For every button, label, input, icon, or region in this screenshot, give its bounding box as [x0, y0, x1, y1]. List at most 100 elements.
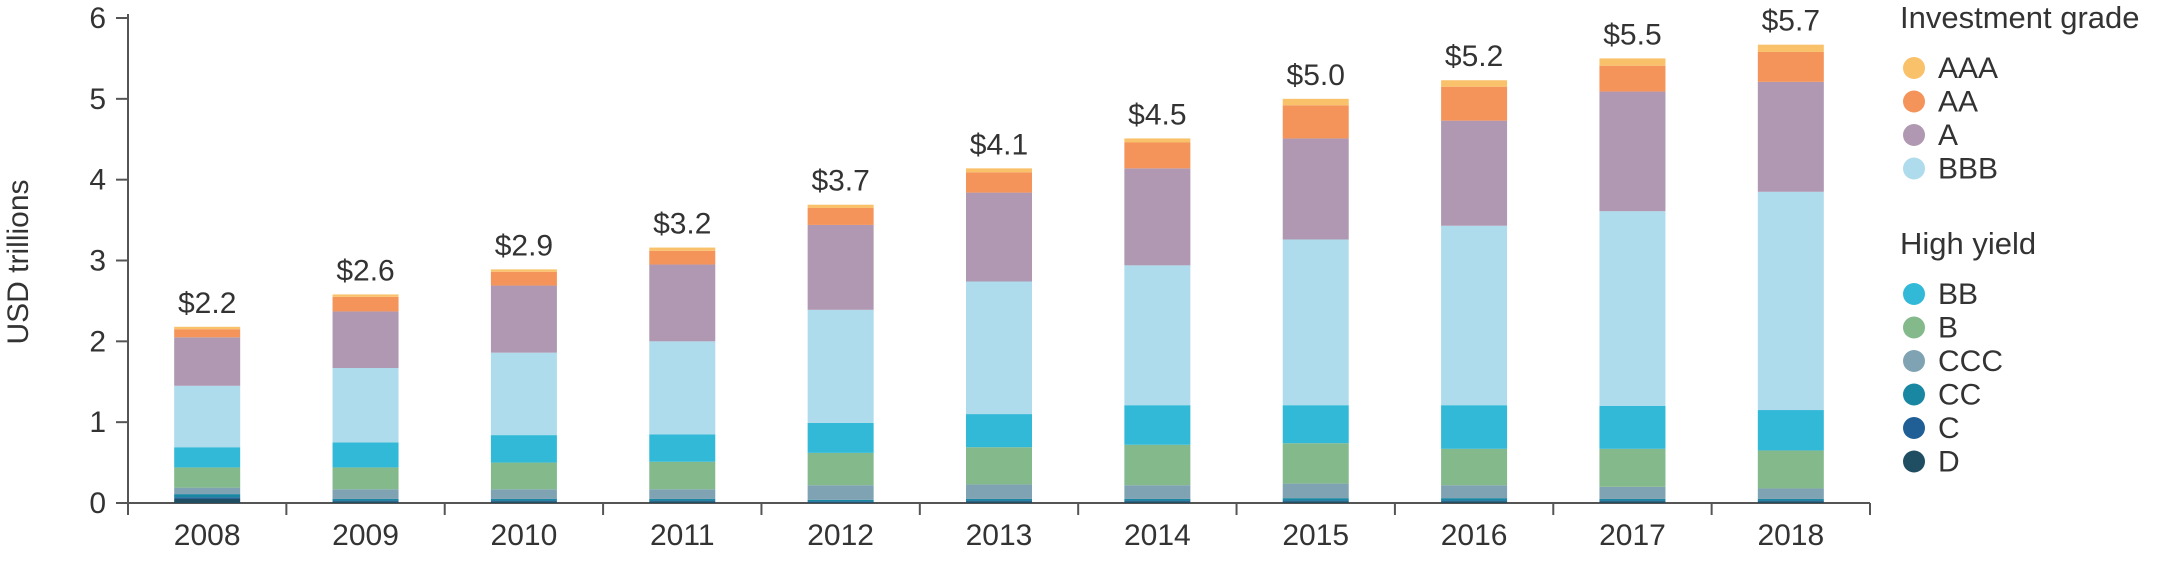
bar-segment-ccc — [1282, 483, 1349, 499]
bar-stack — [807, 204, 874, 503]
legend-item-a: A — [1903, 119, 1958, 152]
bar-segment-a — [490, 285, 557, 353]
bar-segment-aa — [649, 250, 716, 265]
bar-segment-cc — [1441, 498, 1508, 501]
bar-segment-c — [966, 500, 1032, 502]
x-tick-label: 2013 — [966, 519, 1033, 552]
bar-segment-c — [649, 500, 716, 502]
legend-label: BB — [1938, 278, 1978, 311]
bar-segment-bbb — [1757, 191, 1824, 411]
bar-segment-aaa — [807, 204, 874, 208]
bar-segment-c — [1441, 500, 1508, 502]
bar-segment-d — [1441, 501, 1508, 503]
bar-segment-c — [174, 497, 241, 499]
bar-segment-b — [1599, 448, 1666, 487]
bar-segment-aa — [1757, 51, 1824, 82]
y-tick-label: 3 — [89, 245, 106, 278]
legend-swatch — [1903, 350, 1925, 372]
legend-label: BBB — [1938, 153, 1998, 186]
bar-segment-bbb — [1282, 239, 1349, 406]
bar-segment-bb — [807, 422, 874, 453]
bar-segment-ccc — [966, 484, 1032, 499]
legend-swatch — [1903, 316, 1925, 339]
bar-segment-ccc — [1441, 485, 1508, 499]
legend-item-aa: AA — [1903, 86, 1978, 119]
bar-segment-aa — [807, 207, 874, 225]
legend-swatch — [1903, 57, 1925, 79]
bar-stack — [174, 326, 241, 503]
legend-swatch — [1903, 383, 1925, 406]
bar-segment-d — [1757, 501, 1824, 503]
legend-swatch — [1903, 124, 1925, 146]
bar-segment-d — [1282, 501, 1349, 503]
y-tick-label: 6 — [89, 2, 106, 35]
bar-segment-aaa — [174, 326, 241, 330]
legend-item-c: C — [1903, 412, 1960, 445]
bar-segment-bb — [1124, 405, 1191, 445]
bar-segment-a — [174, 337, 241, 386]
bar-segment-bb — [649, 434, 716, 462]
bar-segment-bbb — [807, 309, 874, 423]
total-label: $5.7 — [1762, 5, 1820, 38]
bar-stack — [1282, 98, 1349, 503]
bar-segment-b — [1124, 444, 1191, 486]
bar-stack — [1124, 138, 1191, 503]
bar-segment-d — [1124, 501, 1191, 503]
legend-swatch — [1903, 417, 1925, 439]
bar-segment-ccc — [174, 487, 241, 495]
bar-segment-d — [966, 501, 1032, 503]
bar-segment-aaa — [966, 168, 1032, 173]
bar-segment-aa — [1282, 105, 1349, 139]
bar-segment-d — [1599, 501, 1666, 503]
bar-segment-c — [490, 500, 557, 502]
bar-segment-bb — [1757, 410, 1824, 451]
bar-segment-b — [174, 467, 241, 488]
bar-segment-aaa — [1282, 98, 1349, 106]
bar-segment-a — [332, 311, 399, 369]
bar-segment-ccc — [490, 489, 557, 499]
total-label: $4.5 — [1128, 98, 1186, 131]
x-tick-label: 2012 — [807, 519, 874, 552]
bar-segment-cc — [649, 498, 716, 501]
total-labels: $2.2 $2.6 $2.9 $3.2 $3.7 $4.1 $4.5 $5.0 $5.2 $5.5… — [178, 5, 1820, 320]
bar-segment-a — [966, 192, 1032, 282]
bar-segment-c — [332, 500, 399, 502]
bar-segment-bb — [174, 447, 241, 468]
legend-swatch — [1903, 157, 1925, 180]
bar-segment-c — [1599, 500, 1666, 502]
y-tick-label: 0 — [89, 487, 106, 520]
bar-segment-c — [1757, 500, 1824, 502]
bar-segment-b — [1441, 448, 1508, 486]
bar-segment-bbb — [332, 368, 399, 443]
bar-segment-b — [649, 461, 716, 490]
total-label: $2.2 — [178, 287, 236, 320]
bar-segment-cc — [1282, 498, 1349, 501]
bar-segment-cc — [807, 499, 874, 502]
bar-segment-b — [1757, 450, 1824, 489]
bar-segment-bbb — [649, 341, 716, 435]
y-axis-title: USD trillions — [2, 179, 35, 344]
bar-segment-ccc — [807, 485, 874, 500]
bar-segment-c — [1282, 500, 1349, 502]
bar-segment-c — [807, 501, 874, 503]
bar-segment-aa — [174, 329, 241, 338]
legend-swatch — [1903, 283, 1925, 305]
legend-label: B — [1938, 312, 1958, 345]
legend-swatch — [1903, 450, 1925, 473]
x-tick-label: 2011 — [650, 519, 715, 552]
bar-segment-cc — [1757, 498, 1824, 501]
legend-heading: High yield — [1900, 226, 2036, 261]
legend-item-ccc: CCC — [1903, 345, 2003, 378]
total-label: $5.2 — [1445, 40, 1503, 73]
x-tick-label: 2018 — [1757, 519, 1824, 552]
total-label: $2.6 — [336, 254, 394, 287]
x-tick-label: 2014 — [1124, 519, 1191, 552]
bar-segment-ccc — [1124, 485, 1191, 499]
bar-segment-aaa — [1599, 58, 1666, 66]
bar-stack — [332, 294, 399, 503]
bar-segment-a — [1757, 81, 1824, 192]
bar-segment-a — [1282, 138, 1349, 240]
bar-segment-aaa — [332, 294, 399, 297]
